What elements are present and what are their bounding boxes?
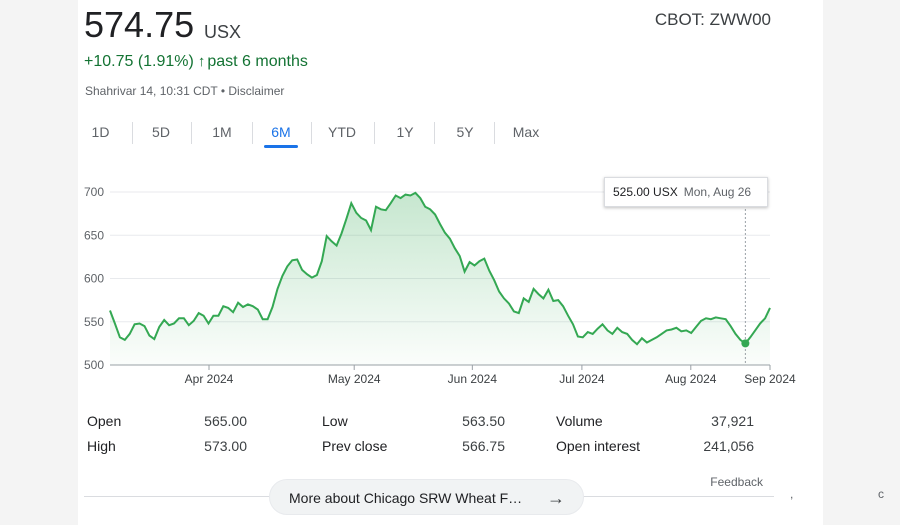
tab-separator [434, 122, 435, 144]
stat-label: Low [322, 413, 348, 429]
y-tick-label: 550 [84, 315, 104, 329]
stat-value: 241,056 [703, 438, 754, 454]
stat-volume: Volume 37,921 [556, 413, 754, 429]
stray-mark: , [790, 487, 794, 501]
stat-value: 37,921 [711, 413, 754, 429]
x-tick-label: Jun 2024 [448, 372, 498, 386]
stat-label: Prev close [322, 438, 388, 454]
arrow-up-icon: ↑ [197, 53, 206, 70]
tab-separator [494, 122, 495, 144]
tab-separator [132, 122, 133, 144]
x-tick-label: Aug 2024 [665, 372, 717, 386]
chart-tooltip: 525.00 USX Mon, Aug 26 [604, 177, 768, 207]
x-tick-label: May 2024 [328, 372, 381, 386]
price-area-fill [110, 192, 770, 365]
x-tick-label: Jul 2024 [559, 372, 605, 386]
stat-value: 563.50 [462, 413, 505, 429]
change-value: +10.75 (1.91%) [84, 53, 194, 70]
hover-point [741, 339, 750, 348]
x-tick-label: Sep 2024 [744, 372, 796, 386]
tooltip-price: 525.00 USX [613, 185, 678, 199]
stray-mark: c [878, 487, 884, 501]
tab-separator [311, 122, 312, 144]
stat-label: Volume [556, 413, 603, 429]
tab-6m[interactable]: 6M [264, 118, 298, 148]
y-tick-label: 500 [84, 358, 104, 372]
tab-separator [191, 122, 192, 144]
y-tick-label: 700 [84, 185, 104, 199]
current-price: 574.75 [84, 4, 195, 45]
tab-1d[interactable]: 1D [91, 124, 110, 140]
stat-value: 573.00 [204, 438, 247, 454]
change-period: past 6 months [207, 53, 308, 70]
more-about-label: More about Chicago SRW Wheat F… [289, 490, 523, 506]
price-line [109, 191, 771, 346]
stat-label: High [87, 438, 116, 454]
y-tick-label: 650 [84, 228, 104, 242]
stat-value: 565.00 [204, 413, 247, 429]
tab-ytd[interactable]: YTD [328, 124, 356, 140]
finance-card: 574.75 USX CBOT: ZWW00 +10.75 (1.91%) ↑ pa… [78, 0, 823, 525]
timestamp[interactable]: Shahrivar 14, 10:31 CDT • Disclaimer [85, 84, 285, 98]
feedback-link[interactable]: Feedback [710, 475, 763, 489]
stat-prev-close: Prev close 566.75 [322, 438, 505, 454]
stat-high: High 573.00 [87, 438, 247, 454]
price-unit: USX [204, 22, 242, 42]
stat-label: Open interest [556, 438, 641, 454]
tab-max[interactable]: Max [512, 124, 540, 140]
ticker-symbol: CBOT: ZWW00 [654, 10, 771, 29]
tab-1m[interactable]: 1M [212, 124, 232, 140]
arrow-right-icon: → [547, 488, 565, 508]
stat-low: Low 563.50 [322, 413, 505, 429]
tab-separator [252, 122, 253, 144]
more-about-button[interactable]: More about Chicago SRW Wheat F… → [269, 479, 584, 515]
tab-separator [374, 122, 375, 144]
stat-open: Open 565.00 [87, 413, 247, 429]
tooltip-date: Mon, Aug 26 [683, 185, 752, 199]
y-tick-label: 600 [84, 272, 104, 286]
stat-value: 566.75 [462, 438, 505, 454]
tab-5y[interactable]: 5Y [456, 124, 474, 140]
x-tick-label: Apr 2024 [185, 372, 234, 386]
price-change: +10.75 (1.91%) ↑ past 6 months [84, 53, 308, 71]
stat-label: Open [87, 413, 122, 429]
tab-5d[interactable]: 5D [152, 124, 170, 140]
price-chart[interactable]: 700 650 600 550 500 Apr 2024 May 2024 Jun 2024… [78, 0, 823, 400]
stat-open-interest: Open interest 241,056 [556, 438, 754, 454]
tab-1y[interactable]: 1Y [396, 124, 414, 140]
